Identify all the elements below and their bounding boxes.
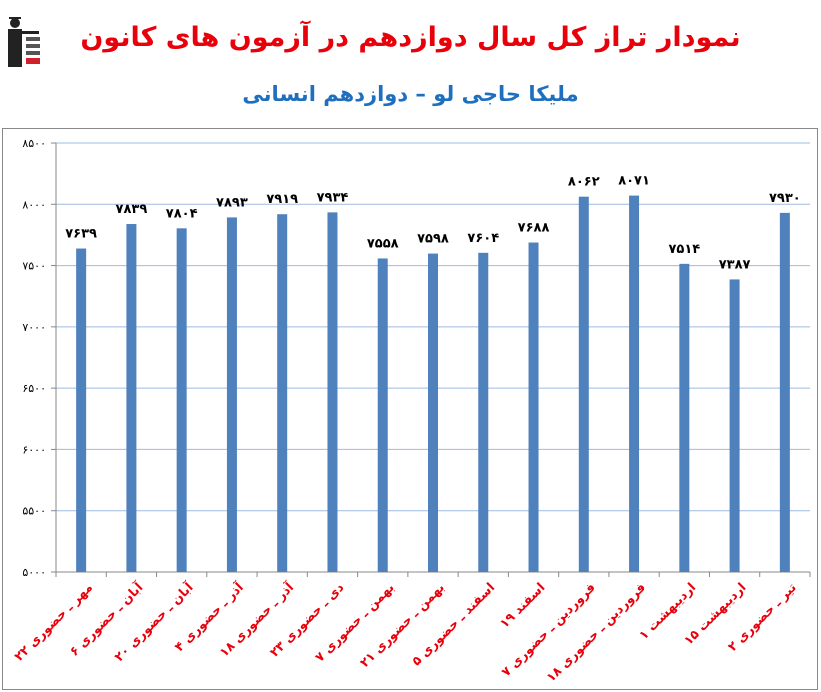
- data-label: ۷۵۵۸: [367, 236, 399, 251]
- x-tick-label: ۲۱ بهمن ـ حضوری: [357, 580, 448, 671]
- bar: [528, 242, 539, 572]
- bar: [729, 279, 740, 572]
- data-label: ۷۸۹۳: [216, 195, 248, 210]
- bar: [478, 252, 489, 572]
- bar: [277, 214, 288, 573]
- data-label: ۷۹۳۴: [317, 190, 349, 205]
- data-label: ۸۰۶۲: [568, 175, 600, 190]
- data-label: ۷۹۱۹: [266, 192, 298, 207]
- chart-subtitle: ملیکا حاجی لو – دوازدهم انسانی: [242, 82, 579, 106]
- y-tick-label: ۷۵۰۰: [22, 260, 46, 273]
- bar: [377, 258, 388, 572]
- x-tick-label: ۱۹ اسفند: [496, 580, 547, 631]
- data-label: ۷۶۳۹: [65, 227, 97, 242]
- y-tick-label: ۶۰۰۰: [22, 443, 46, 456]
- data-label: ۷۵۱۴: [668, 242, 700, 257]
- data-label: ۷۹۳۰: [769, 191, 801, 206]
- data-label: ۷۸۰۴: [166, 206, 198, 221]
- logo: [5, 15, 43, 70]
- bar: [428, 253, 438, 572]
- bar: [226, 217, 237, 572]
- data-label: ۷۸۳۹: [116, 202, 148, 217]
- x-tick-label: ۱۸ فروردین ـ حضوری: [543, 580, 648, 685]
- bar: [176, 228, 187, 573]
- data-label: ۸۰۷۱: [618, 174, 650, 189]
- bar: [126, 224, 137, 572]
- data-label: ۷۵۹۸: [417, 232, 449, 247]
- y-tick-label: ۵۵۰۰: [22, 505, 46, 518]
- bar: [578, 196, 589, 572]
- data-label: ۷۶۰۴: [467, 231, 499, 246]
- y-tick-label: ۸۰۰۰: [22, 198, 46, 211]
- y-tick-label: ۸۵۰۰: [22, 137, 46, 150]
- bar: [679, 263, 690, 572]
- bar: [76, 248, 87, 572]
- y-tick-label: ۷۰۰۰: [22, 321, 46, 334]
- bar: [629, 195, 640, 573]
- chart-title: نمودار تراز کل سال دوازدهم در آزمون های …: [80, 22, 741, 53]
- bar: [779, 212, 790, 572]
- x-tick-label: ۷ فروردین ـ حضوری: [498, 580, 598, 680]
- chart-frame: [2, 128, 818, 690]
- y-tick-label: ۶۵۰۰: [22, 382, 46, 395]
- data-label: ۷۳۸۷: [719, 257, 751, 272]
- y-tick-label: ۵۰۰۰: [22, 566, 46, 579]
- bar: [327, 212, 338, 572]
- data-label: ۷۶۸۸: [518, 221, 550, 236]
